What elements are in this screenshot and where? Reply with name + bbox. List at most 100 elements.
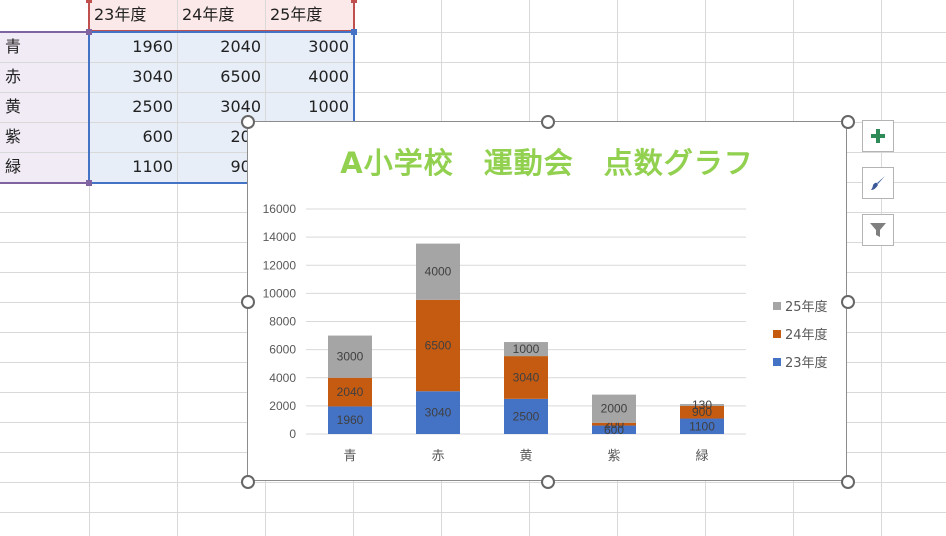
bar-segment	[328, 335, 372, 378]
data-label: 600	[604, 423, 624, 437]
range-handle[interactable]	[86, 29, 92, 35]
y-tick-label: 16000	[263, 202, 297, 216]
y-tick-label: 6000	[269, 343, 296, 357]
bar-segment	[592, 394, 636, 423]
bar-segment	[416, 243, 460, 300]
data-label: 1000	[513, 342, 540, 356]
bar-segment	[680, 404, 724, 406]
bar-segment	[592, 422, 636, 426]
data-label: 900	[692, 405, 712, 419]
resize-handle-right[interactable]	[841, 295, 855, 309]
column-header-cell[interactable]: 24年度	[182, 5, 235, 24]
value-cell[interactable]: 600	[142, 127, 173, 146]
data-label: 3000	[337, 350, 364, 364]
chart-title[interactable]: A小学校 運動会 点数グラフ	[340, 146, 754, 180]
data-label: 2500	[513, 409, 540, 423]
y-tick-label: 4000	[269, 371, 296, 385]
bar-segment	[416, 299, 460, 392]
data-label: 130	[692, 398, 712, 412]
data-label: 1100	[689, 419, 715, 433]
y-tick-label: 14000	[263, 230, 297, 244]
bar-segment	[680, 418, 724, 434]
bar-segment	[592, 425, 636, 434]
value-cell[interactable]: 3040	[132, 67, 173, 86]
chart-filters-button[interactable]	[862, 214, 894, 246]
legend-swatch	[773, 302, 781, 310]
legend-label: 25年度	[785, 299, 828, 315]
funnel-icon	[870, 223, 886, 237]
x-tick-label: 紫	[607, 449, 620, 464]
resize-handle-bottom[interactable]	[541, 475, 555, 489]
resize-handle-top[interactable]	[541, 115, 555, 129]
bar-segment	[680, 405, 724, 419]
value-range	[88, 31, 355, 184]
range-handle[interactable]	[351, 0, 357, 3]
brush-icon	[871, 176, 885, 190]
bar-segment	[416, 391, 460, 434]
column-header-cell[interactable]: 23年度	[94, 5, 147, 24]
row-gridline	[0, 512, 946, 513]
header-highlight	[89, 0, 354, 32]
x-tick-label: 青	[343, 449, 356, 464]
data-label: 2000	[601, 402, 628, 416]
y-tick-label: 8000	[269, 315, 296, 329]
row-label-cell[interactable]: 青	[5, 37, 22, 56]
chart-plot[interactable]: 0 2000 4000 6000 8000 10000 12000 14000 16000 196…	[248, 122, 848, 482]
chart-elements-button[interactable]	[862, 120, 894, 152]
range-handle[interactable]	[86, 0, 92, 3]
range-handle[interactable]	[351, 29, 357, 35]
row-gridline	[0, 32, 946, 33]
row-label-cell[interactable]: 黄	[5, 97, 22, 116]
resize-handle-top-right[interactable]	[841, 115, 855, 129]
value-cell[interactable]: 2040	[220, 37, 261, 56]
value-cell[interactable]: 3040	[220, 97, 261, 116]
row-label-highlight	[0, 32, 89, 183]
resize-handle-bottom-right[interactable]	[841, 475, 855, 489]
x-tick-label: 緑	[695, 449, 708, 464]
y-tick-label: 10000	[263, 286, 297, 300]
column-gridline	[881, 0, 882, 536]
resize-handle-bottom-left[interactable]	[241, 475, 255, 489]
value-cell[interactable]: 4000	[308, 67, 349, 86]
data-label: 4000	[425, 265, 452, 279]
bar-segment	[504, 398, 548, 434]
x-tick-label: 赤	[431, 449, 444, 464]
row-label-cell[interactable]: 緑	[5, 157, 22, 176]
y-tick-label: 12000	[263, 258, 297, 272]
data-label: 2040	[337, 385, 364, 399]
resize-handle-left[interactable]	[241, 295, 255, 309]
value-cell[interactable]: 1100	[132, 157, 173, 176]
row-gridline	[0, 482, 946, 483]
data-label: 3040	[425, 406, 452, 420]
y-tick-label: 0	[289, 427, 296, 441]
column-header-cell[interactable]: 25年度	[270, 5, 323, 24]
series-name-range	[88, 0, 355, 32]
row-gridline	[0, 92, 946, 93]
x-tick-label: 黄	[519, 449, 532, 464]
legend-label: 23年度	[785, 355, 828, 371]
bar-segment	[504, 356, 548, 399]
row-label-cell[interactable]: 紫	[5, 127, 22, 146]
column-gridline	[89, 0, 90, 536]
value-cell[interactable]: 2500	[132, 97, 173, 116]
chart-area[interactable]: A小学校 運動会 点数グラフ 0 2000 4000 6000 8000 10000 120…	[247, 121, 847, 481]
column-gridline	[177, 0, 178, 536]
value-cell[interactable]: 6500	[220, 67, 261, 86]
bar-segment	[328, 406, 372, 434]
range-handle[interactable]	[86, 180, 92, 186]
value-cell[interactable]: 1000	[308, 97, 349, 116]
legend-swatch	[773, 330, 781, 338]
row-gridline	[0, 62, 946, 63]
value-cell[interactable]: 3000	[308, 37, 349, 56]
y-tick-label: 2000	[269, 399, 296, 413]
plus-icon	[871, 129, 885, 143]
value-cell[interactable]: 1960	[132, 37, 173, 56]
data-label: 6500	[425, 339, 452, 353]
data-label: 3040	[513, 370, 540, 384]
bar-segment	[328, 377, 372, 407]
category-range	[0, 31, 90, 184]
resize-handle-top-left[interactable]	[241, 115, 255, 129]
chart-styles-button[interactable]	[862, 167, 894, 199]
data-label: 1960	[337, 413, 364, 427]
row-label-cell[interactable]: 赤	[5, 67, 22, 86]
